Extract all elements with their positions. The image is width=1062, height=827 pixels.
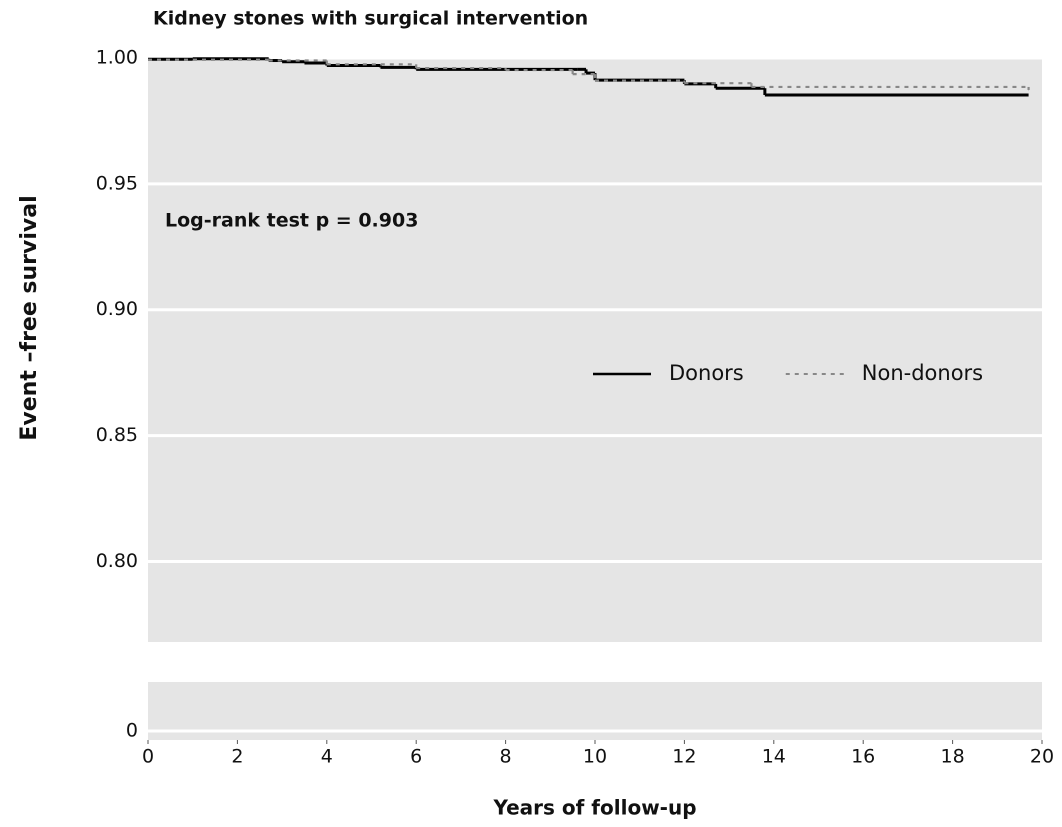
x-tick-label: 4 [321, 746, 333, 768]
x-tick-label: 2 [231, 746, 243, 768]
legend-label: Non-donors [862, 361, 983, 385]
x-tick-label: 14 [762, 746, 786, 768]
legend-label: Donors [669, 361, 744, 385]
y-tick-label: 0.95 [96, 172, 138, 194]
x-tick-label: 20 [1030, 746, 1054, 768]
y-tick-label: 0.85 [96, 424, 138, 446]
x-tick-label: 16 [851, 746, 875, 768]
y-tick-label: 0 [126, 719, 138, 741]
y-tick-label: 1.00 [96, 47, 138, 69]
y-axis-label: Event –free survival [17, 195, 42, 440]
x-tick-label: 18 [941, 746, 965, 768]
plot-panel-upper [148, 58, 1042, 642]
x-tick-label: 0 [142, 746, 154, 768]
x-tick-label: 8 [500, 746, 512, 768]
x-tick-label: 10 [583, 746, 607, 768]
x-tick-label: 6 [410, 746, 422, 768]
chart-title: Kidney stones with surgical intervention [153, 8, 588, 30]
y-tick-label: 0.80 [96, 550, 138, 572]
y-tick-label: 0.90 [96, 298, 138, 320]
x-axis-label: Years of follow-up [492, 796, 696, 820]
x-tick-label: 12 [672, 746, 696, 768]
annotation: Log-rank test p = 0.903 [165, 210, 418, 232]
